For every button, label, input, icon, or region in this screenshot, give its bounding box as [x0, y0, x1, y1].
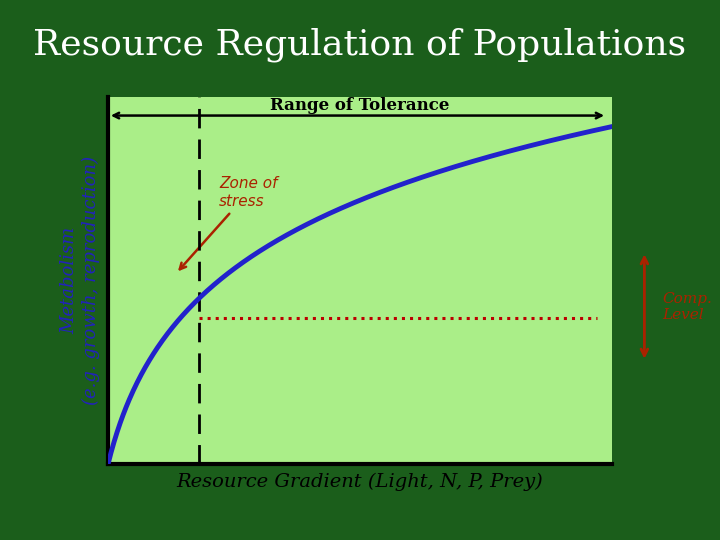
X-axis label: Resource Gradient (Light, N, P, Prey): Resource Gradient (Light, N, P, Prey)	[176, 472, 544, 491]
Text: Zone of
stress: Zone of stress	[180, 177, 277, 269]
Y-axis label: Metabolism
(e.g. growth, reproduction): Metabolism (e.g. growth, reproduction)	[60, 156, 99, 406]
Text: Resource Regulation of Populations: Resource Regulation of Populations	[33, 27, 687, 62]
Text: Comp.
Level: Comp. Level	[662, 292, 712, 322]
Text: Range of Tolerance: Range of Tolerance	[270, 97, 450, 114]
